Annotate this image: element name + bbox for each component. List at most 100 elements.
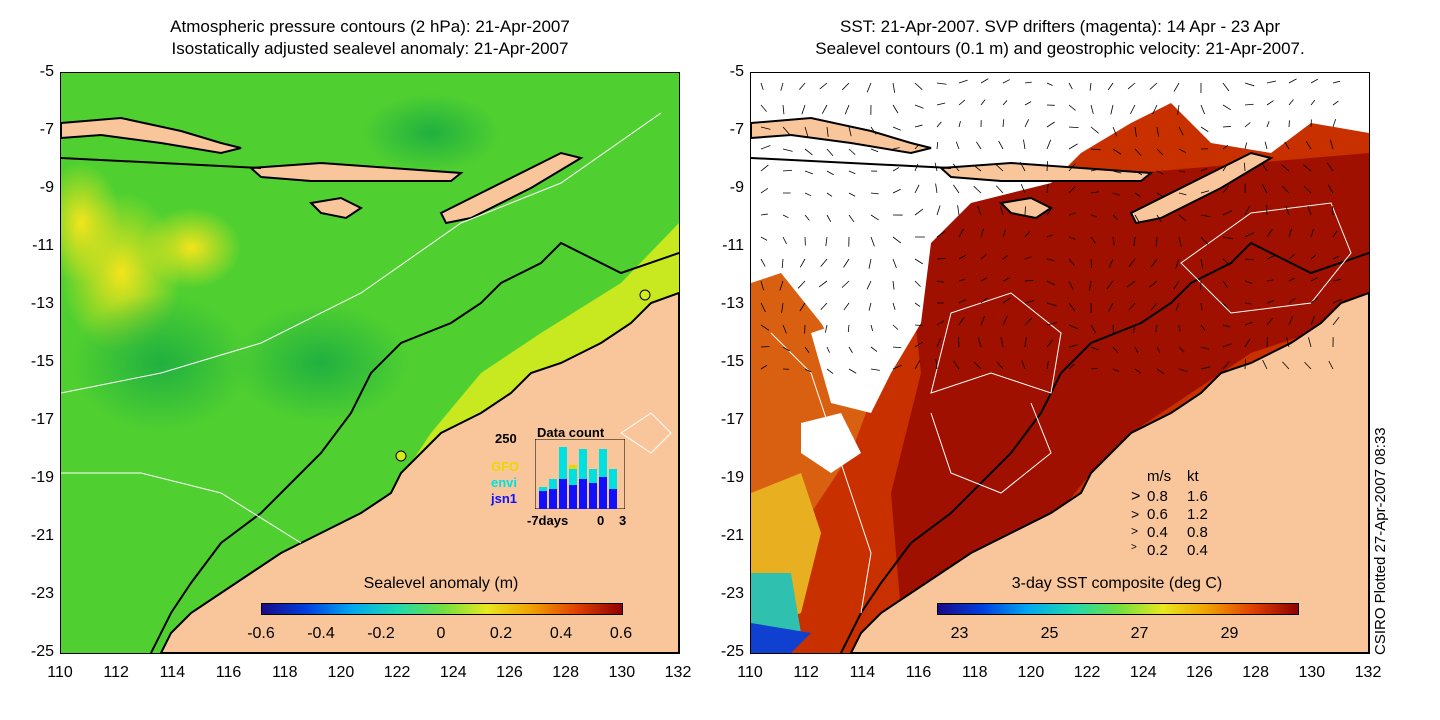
velocity-arrow <box>1284 141 1290 150</box>
velocity-arrow <box>1156 170 1164 175</box>
right-title-line1: SST: 21-Apr-2007. SVP drifters (magenta)… <box>839 17 1281 36</box>
sla-colorbar-tick-label: -0.4 <box>307 625 335 642</box>
velocity-arrow <box>977 205 982 216</box>
velocity-arrow <box>1090 258 1092 268</box>
velocity-arrow <box>1282 361 1290 370</box>
velocity-arrow <box>1156 368 1164 374</box>
sealevel-contour-4 <box>930 402 1052 494</box>
sla-low-2 <box>231 303 411 423</box>
inset-bars <box>535 439 625 509</box>
velocity-arrow <box>1134 126 1137 137</box>
velocity-arrow <box>1002 277 1011 282</box>
inset-ymax-label: 250 <box>495 431 517 446</box>
velocity-arrow <box>826 214 832 222</box>
velocity-arrow <box>1024 317 1033 326</box>
velocity-arrow <box>958 99 966 106</box>
velocity-arrow <box>914 280 921 287</box>
legend-arrow-glyph: > <box>1131 488 1141 505</box>
left-y-tick-label: -21 <box>30 527 54 544</box>
velocity-arrow <box>1222 144 1229 150</box>
sla-island-nusa <box>248 161 464 182</box>
velocity-arrow <box>957 205 960 216</box>
sla-colorbar-tick-label: 0.6 <box>609 625 633 642</box>
velocity-arrow <box>998 140 1004 150</box>
velocity-legend: m/s kt >0.8 1.6 >0.6 1.2 >0.4 0.8 >0.2 0.4 <box>1131 468 1241 559</box>
velocity-arrow <box>1152 104 1158 115</box>
velocity-arrow <box>870 148 879 153</box>
velocity-arrow <box>1200 236 1209 245</box>
velocity-arrow <box>980 277 988 282</box>
velocity-arrow <box>760 280 764 291</box>
sst-cloud-west <box>811 313 891 413</box>
velocity-arrow <box>1046 280 1056 286</box>
velocity-arrow <box>1134 346 1139 353</box>
legend-kt-value: 1.6 <box>1187 488 1208 505</box>
velocity-arrow <box>760 236 768 241</box>
right-x-tick-label: 118 <box>961 664 988 681</box>
velocity-arrow <box>1068 104 1076 111</box>
velocity-arrow <box>935 183 938 194</box>
velocity-arrow <box>1112 236 1115 246</box>
sla-200m-isobath <box>150 241 679 653</box>
velocity-arrow <box>1175 302 1180 311</box>
velocity-arrow <box>1178 148 1187 154</box>
velocity-arrow <box>1200 366 1211 370</box>
velocity-arrow <box>1134 170 1143 176</box>
velocity-arrow <box>1046 339 1054 348</box>
sla-map-svg <box>61 73 679 653</box>
velocity-arrow <box>804 346 810 354</box>
velocity-arrow <box>1332 80 1340 84</box>
velocity-arrow <box>1024 256 1032 260</box>
velocity-arrow <box>870 346 878 352</box>
velocity-arrow <box>1178 346 1185 353</box>
right-x-tick-label: 116 <box>905 664 932 681</box>
velocity-arrow <box>1024 81 1032 84</box>
velocity-arrow <box>804 214 810 221</box>
velocity-arrow <box>782 324 787 334</box>
legend-kt-value: 0.8 <box>1187 524 1208 541</box>
velocity-arrow <box>1327 184 1334 194</box>
velocity-arrow <box>1112 170 1122 174</box>
left-x-tick-label: 128 <box>552 664 579 681</box>
velocity-arrow <box>1128 302 1136 311</box>
velocity-arrow <box>782 346 790 352</box>
velocity-arrow <box>1127 82 1136 90</box>
velocity-arrow <box>804 126 809 137</box>
left-y-tick-label: -25 <box>30 643 54 660</box>
sla-high-center <box>141 208 241 288</box>
right-x-tick-label: 128 <box>1242 664 1269 681</box>
velocity-arrow <box>1156 148 1164 156</box>
velocity-arrow <box>1332 206 1334 216</box>
velocity-arrow <box>843 302 850 311</box>
velocity-arrow <box>1262 359 1268 370</box>
velocity-arrow <box>1288 316 1294 326</box>
sst-australia-land <box>849 291 1369 653</box>
velocity-arrow <box>1046 208 1052 216</box>
inset-x-label-start: -7days <box>527 513 569 528</box>
velocity-arrow <box>1090 191 1099 194</box>
velocity-arrow <box>977 337 982 348</box>
velocity-arrow <box>1285 205 1290 216</box>
velocity-arrow <box>1200 126 1209 132</box>
velocity-arrow <box>1090 104 1094 114</box>
right-x-tick-label: 126 <box>1186 664 1213 681</box>
velocity-arrow <box>1266 255 1275 260</box>
inset-series-gfo: GFO <box>491 459 520 474</box>
velocity-arrow <box>1046 161 1048 172</box>
velocity-arrow <box>1310 99 1316 106</box>
velocity-arrow <box>1288 78 1297 84</box>
right-x-tick-label: 112 <box>793 664 819 681</box>
velocity-arrow <box>1130 104 1136 114</box>
velocity-arrow <box>1090 148 1101 151</box>
velocity-arrow <box>892 258 897 269</box>
velocity-arrow <box>782 126 790 135</box>
velocity-arrow <box>1046 82 1053 86</box>
velocity-arrow <box>841 82 850 91</box>
velocity-arrow <box>804 170 814 175</box>
velocity-arrow <box>797 280 806 289</box>
velocity-arrow <box>1090 168 1101 172</box>
sealevel-anomaly-map: 250 Data count GFO envi jsn1 -7days 0 3 … <box>60 72 680 654</box>
pressure-contour-1 <box>61 112 662 394</box>
velocity-arrow <box>980 99 986 106</box>
sla-low-1 <box>71 293 251 433</box>
